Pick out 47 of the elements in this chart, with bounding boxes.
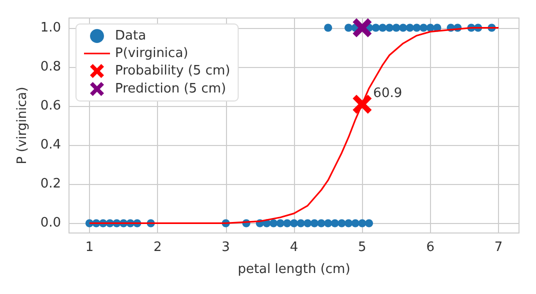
point — [296, 219, 305, 228]
y-tick-label: 0.8 — [40, 59, 61, 74]
legend-label: Data — [115, 28, 146, 44]
y-tick-label: 1.0 — [40, 20, 61, 36]
point — [385, 24, 394, 32]
x-tick-label: 5 — [358, 240, 366, 255]
annotation: 60.9 — [373, 86, 402, 102]
point — [330, 219, 339, 228]
point — [270, 219, 278, 228]
x-tick-label: 6 — [426, 240, 435, 255]
legend-label: P(virginica) — [115, 46, 188, 61]
point — [317, 219, 326, 228]
point — [406, 24, 414, 32]
y-tick-label: 0.0 — [40, 216, 61, 231]
y-tick-label: 0.2 — [40, 176, 61, 192]
point — [310, 219, 318, 228]
point — [338, 219, 346, 228]
point — [344, 219, 353, 228]
point — [283, 219, 292, 228]
point — [372, 24, 380, 32]
legend-label: Prediction (5 cm) — [115, 82, 226, 96]
point — [304, 219, 312, 228]
point — [352, 94, 372, 114]
point — [344, 24, 353, 32]
y-tick-label: 0.6 — [40, 98, 61, 114]
point — [352, 18, 372, 38]
x-tick-label: 7 — [494, 240, 503, 255]
point — [324, 219, 332, 228]
x-tick-label: 2 — [153, 240, 162, 255]
point — [358, 219, 366, 228]
point — [351, 219, 360, 228]
point — [324, 24, 332, 32]
point — [276, 219, 284, 228]
x-tick-label: 4 — [290, 240, 298, 255]
y-axis-title: P (virginica) — [15, 86, 30, 164]
point — [399, 24, 408, 32]
x-tick-label: 1 — [85, 240, 94, 255]
x-axis-title: petal length (cm) — [238, 262, 350, 277]
legend-label: Probability (5 cm) — [115, 64, 230, 78]
point — [420, 24, 428, 32]
point — [412, 24, 421, 32]
point — [392, 24, 400, 32]
y-tick-label: 0.4 — [40, 138, 61, 153]
point — [378, 24, 387, 32]
point — [365, 219, 373, 228]
x-tick-label: 3 — [222, 240, 230, 255]
point — [290, 219, 298, 228]
